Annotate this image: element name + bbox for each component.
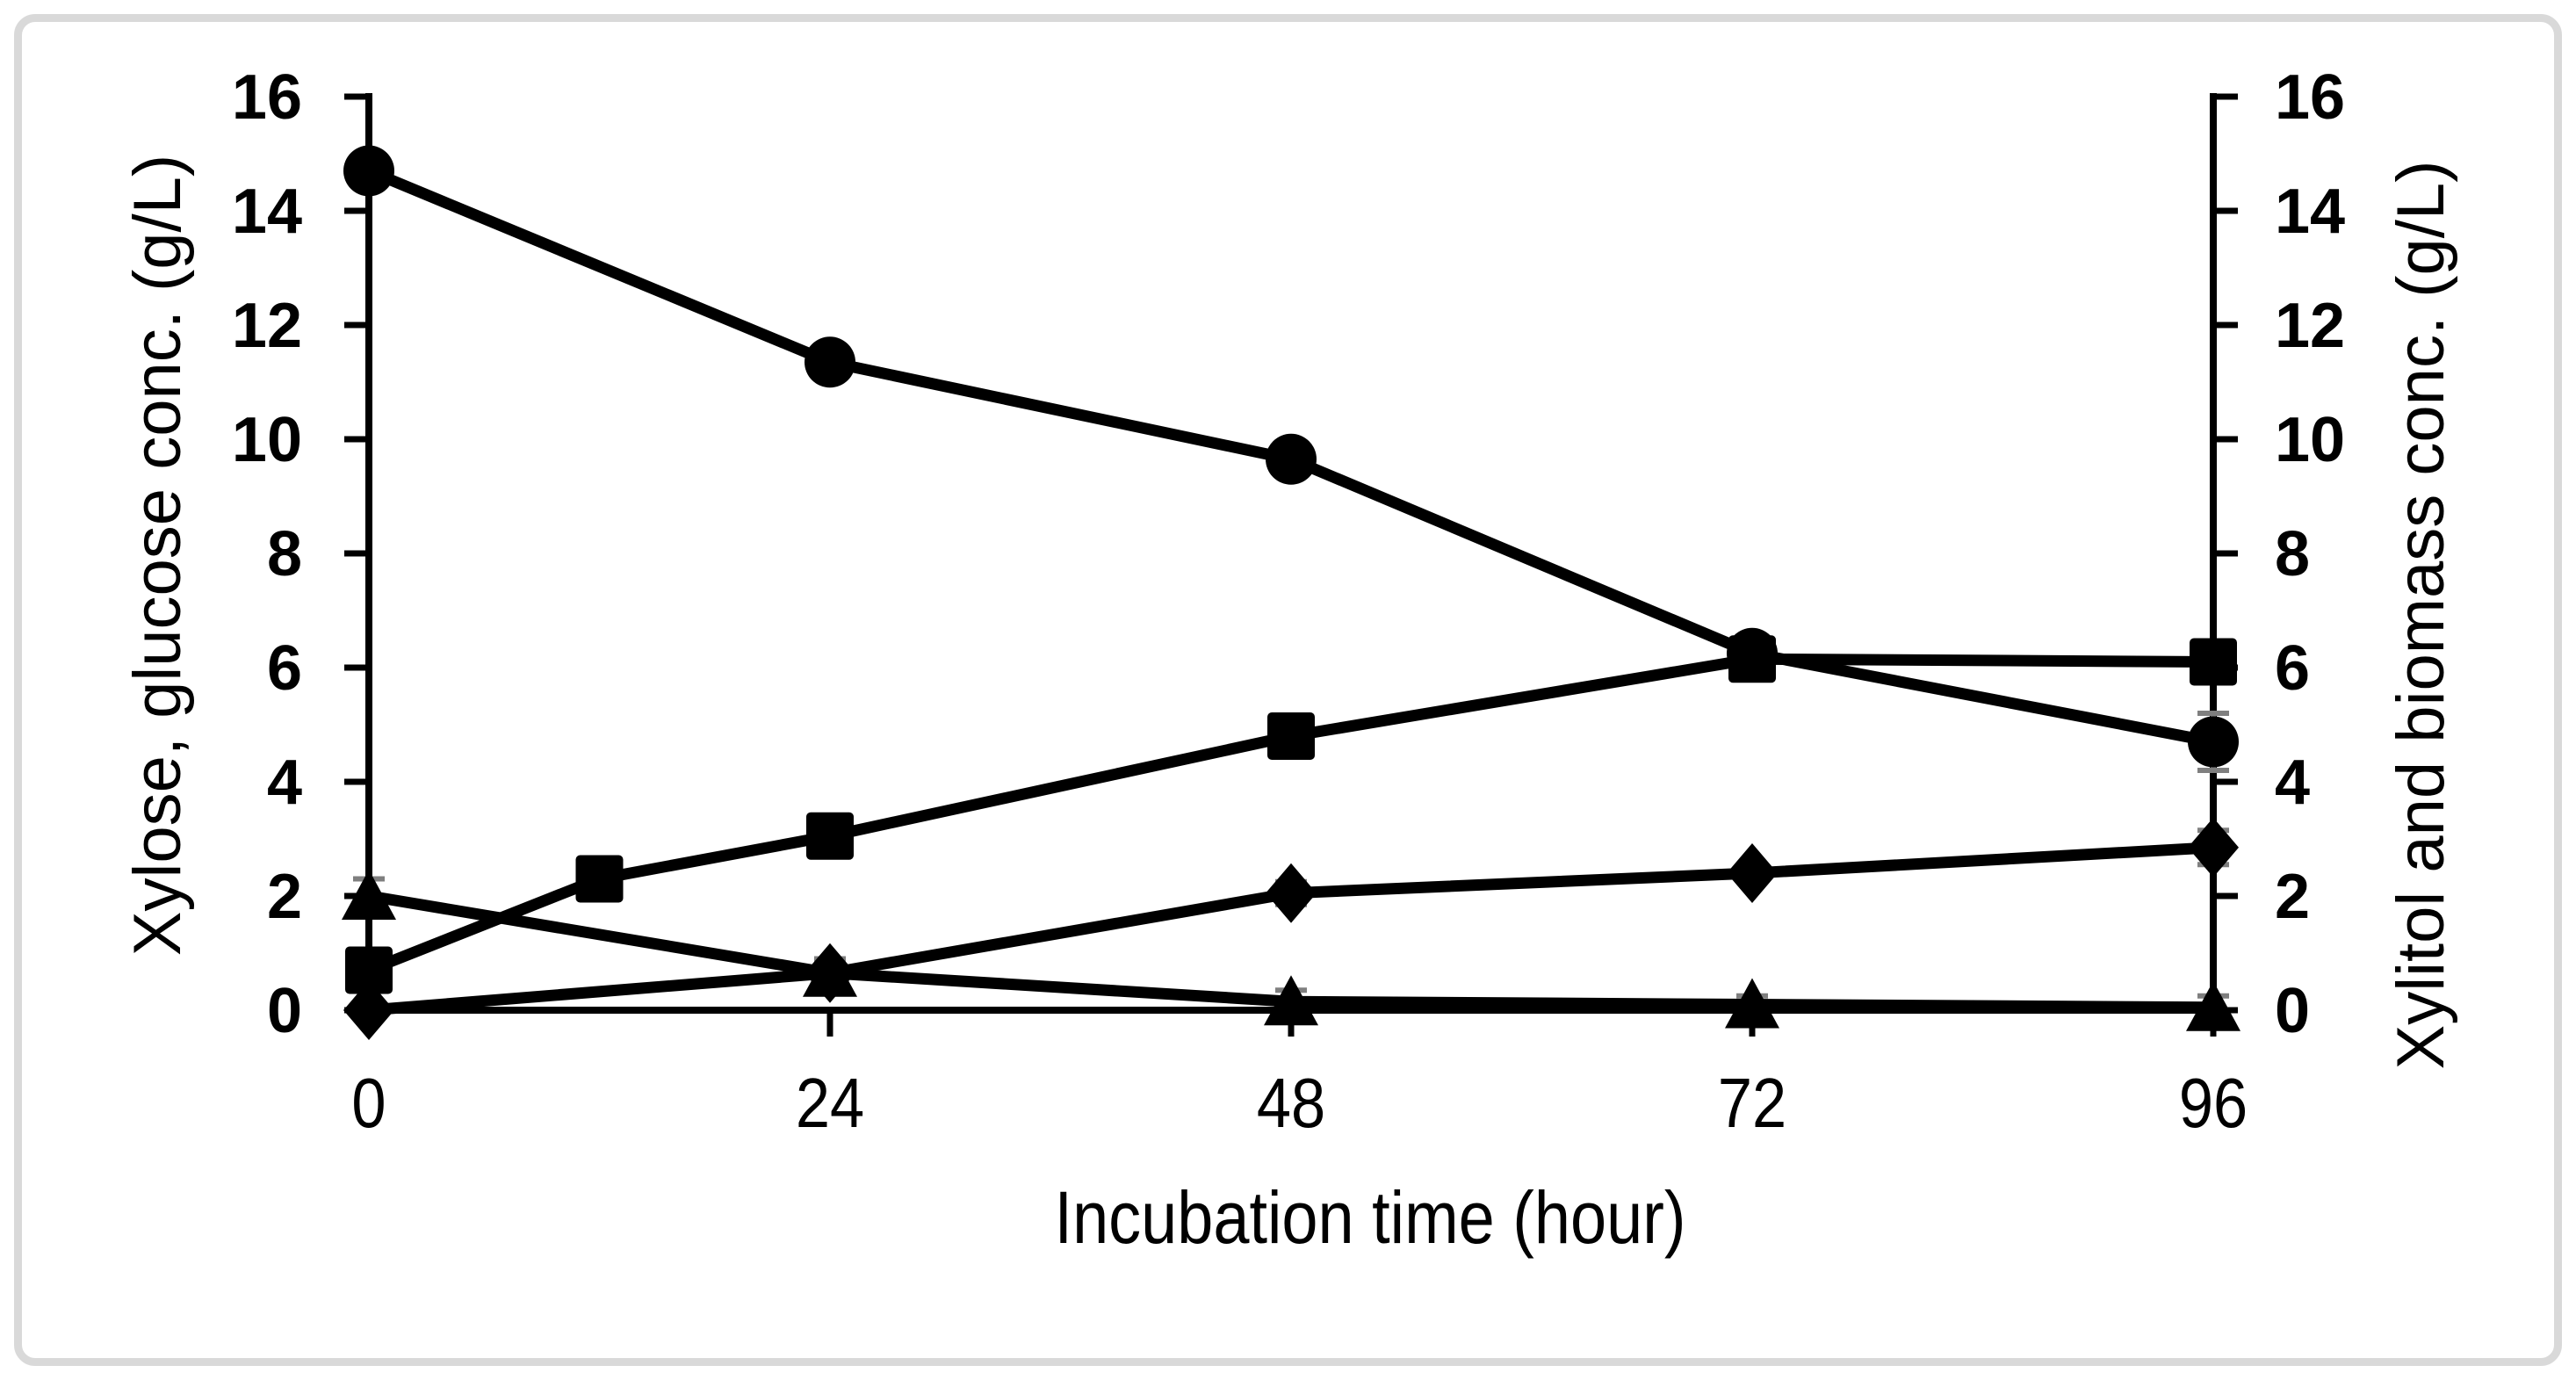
x-tick-label: 24 bbox=[796, 1064, 864, 1142]
marker-circle-xylose bbox=[343, 145, 394, 197]
x-tick-label: 48 bbox=[1257, 1064, 1325, 1142]
marker-triangle-glucose bbox=[2186, 980, 2240, 1031]
y-tick-label-right: 0 bbox=[2275, 976, 2310, 1046]
marker-triangle-glucose bbox=[1264, 975, 1318, 1026]
y-tick-label-left: 8 bbox=[267, 519, 302, 589]
marker-square-xylitol bbox=[806, 812, 854, 860]
y-tick-label-right: 2 bbox=[2275, 862, 2310, 932]
y-tick-label-right: 14 bbox=[2275, 177, 2345, 247]
x-tick-label: 0 bbox=[351, 1064, 386, 1142]
y-tick-label-right: 6 bbox=[2275, 633, 2310, 704]
marker-square-xylitol bbox=[1728, 635, 1776, 683]
marker-diamond-biomass bbox=[1266, 863, 1317, 923]
y-axis-title-right: Xylitol and biomass conc. (g/L) bbox=[2384, 161, 2458, 1070]
series-markers-biomass bbox=[343, 817, 2239, 1040]
marker-circle-xylose bbox=[805, 336, 855, 388]
marker-circle-xylose bbox=[1266, 433, 1317, 485]
y-tick-label-left: 16 bbox=[232, 62, 302, 133]
marker-square-xylitol bbox=[2190, 638, 2237, 686]
marker-diamond-biomass bbox=[343, 980, 394, 1040]
y-tick-label-right: 16 bbox=[2275, 62, 2345, 133]
y-tick-label-left: 0 bbox=[267, 976, 302, 1046]
marker-square-xylitol bbox=[575, 855, 624, 903]
marker-square-xylitol bbox=[1267, 712, 1315, 760]
y-axis-title-left: Xylose, glucose conc. (g/L) bbox=[120, 155, 195, 956]
marker-square-xylitol bbox=[345, 946, 393, 994]
y-tick-label-left: 4 bbox=[267, 748, 302, 818]
series-markers-xylitol bbox=[345, 635, 2237, 994]
y-tick-label-right: 12 bbox=[2275, 291, 2345, 361]
x-tick-label: 72 bbox=[1718, 1064, 1786, 1142]
marker-diamond-biomass bbox=[2188, 817, 2239, 878]
series-markers-xylose bbox=[343, 145, 2239, 768]
x-tick-label: 96 bbox=[2179, 1064, 2248, 1142]
series-markers-layer bbox=[342, 145, 2240, 1040]
marker-triangle-glucose bbox=[342, 870, 396, 920]
marker-circle-xylose bbox=[2188, 716, 2239, 768]
y-tick-label-left: 10 bbox=[232, 405, 302, 475]
marker-diamond-biomass bbox=[805, 943, 855, 1003]
y-tick-label-left: 12 bbox=[232, 291, 302, 361]
y-tick-label-left: 6 bbox=[267, 633, 302, 704]
y-tick-label-right: 4 bbox=[2275, 748, 2310, 818]
marker-diamond-biomass bbox=[1727, 843, 1778, 903]
y-tick-label-left: 2 bbox=[267, 862, 302, 932]
y-tick-label-right: 10 bbox=[2275, 405, 2345, 475]
marker-triangle-glucose bbox=[1725, 978, 1779, 1029]
y-tick-label-right: 8 bbox=[2275, 519, 2310, 589]
y-tick-label-left: 14 bbox=[232, 177, 302, 247]
x-axis-title: Incubation time (hour) bbox=[1055, 1176, 1686, 1259]
series-line-xylitol bbox=[363, 653, 2219, 976]
